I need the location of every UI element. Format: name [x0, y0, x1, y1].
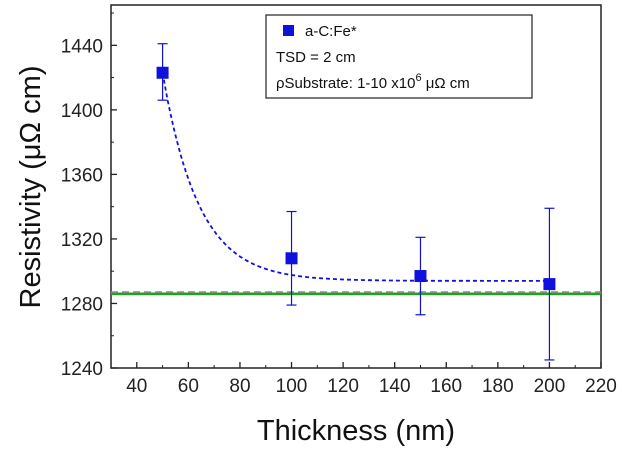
x-tick-label: 160 [430, 376, 462, 397]
legend: a-C:Fe* TSD = 2 cm ρSubstrate: 1-10 x106… [265, 14, 533, 99]
legend-series-label: a-C:Fe* [305, 23, 357, 40]
data-point [156, 66, 169, 79]
x-tick-label: 120 [327, 376, 359, 397]
data-point [414, 270, 427, 283]
x-axis-ticks: 40 60 80 100 120 140 160 180 200 220 [110, 362, 617, 397]
data-point [285, 252, 298, 265]
y-tick-label: 1320 [61, 230, 103, 251]
fit-curve-group [161, 72, 550, 282]
y-axis-ticks: 1240 1280 1320 1360 1400 1440 [61, 12, 117, 380]
fit-curve [161, 72, 550, 282]
data-point [543, 278, 556, 291]
y-tick-label: 1240 [61, 359, 103, 380]
plot-frame [110, 4, 602, 369]
legend-note-substrate-tail: μΩ cm [422, 75, 470, 92]
x-tick-label: 80 [229, 376, 250, 397]
x-tick-label: 180 [482, 376, 514, 397]
x-tick-label: 200 [534, 376, 566, 397]
legend-note-substrate-base: ρSubstrate: 1-10 x10 [276, 75, 415, 92]
x-tick-label: 60 [178, 376, 199, 397]
legend-marker [283, 25, 294, 36]
legend-note-substrate-superscript: 6 [415, 72, 421, 84]
reference-lines [111, 291, 601, 296]
data-points [156, 66, 556, 291]
y-tick-label: 1360 [61, 165, 103, 186]
x-tick-label: 100 [276, 376, 308, 397]
y-axis-title: Resistivity (μΩ cm) [15, 66, 47, 309]
x-tick-label: 140 [379, 376, 411, 397]
x-axis-title: Thickness (nm) [257, 415, 455, 447]
y-tick-label: 1440 [61, 36, 103, 57]
legend-note-tsd: TSD = 2 cm [276, 49, 356, 66]
y-tick-label: 1280 [61, 294, 103, 315]
x-tick-label: 220 [585, 376, 617, 397]
legend-note-substrate: ρSubstrate: 1-10 x106 μΩ cm [276, 72, 470, 92]
x-tick-label: 40 [126, 376, 147, 397]
legend-box [265, 14, 533, 99]
y-tick-label: 1400 [61, 101, 103, 122]
